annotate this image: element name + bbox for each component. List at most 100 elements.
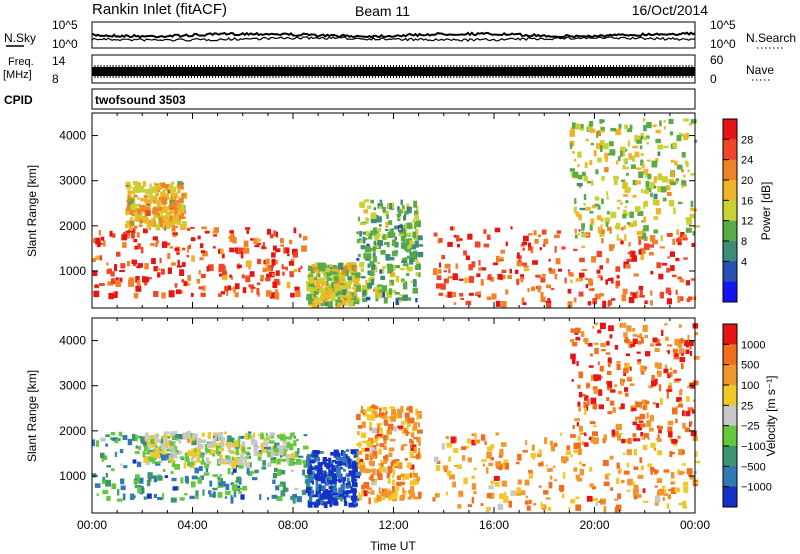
- scatter-cell: [150, 243, 155, 246]
- noise-left-label: N.Sky: [4, 31, 36, 45]
- scatter-cell: [360, 405, 363, 412]
- scatter-cell: [172, 432, 176, 440]
- scatter-cell: [590, 374, 595, 381]
- scatter-cell: [223, 431, 227, 435]
- scatter-cell: [653, 176, 658, 183]
- scatter-cell: [447, 276, 454, 279]
- scatter-cell: [471, 475, 476, 480]
- scatter-cell: [678, 448, 684, 456]
- scatter-cell: [538, 485, 542, 488]
- scatter-cell: [461, 455, 466, 461]
- scatter-cell: [257, 451, 263, 454]
- scatter-cell: [358, 466, 361, 469]
- scatter-cell: [178, 438, 182, 444]
- scatter-cell: [131, 259, 138, 265]
- scatter-cell: [606, 196, 609, 200]
- scatter-cell: [404, 244, 407, 251]
- scatter-cell: [146, 441, 151, 446]
- scatter-cell: [653, 447, 656, 451]
- scatter-cell: [694, 139, 698, 143]
- scatter-cell: [208, 461, 212, 464]
- scatter-cell: [297, 448, 300, 455]
- scatter-cell: [643, 433, 649, 438]
- scatter-cell: [306, 280, 311, 286]
- scatter-cell: [392, 469, 396, 476]
- scatter-cell: [667, 494, 672, 500]
- scatter-cell: [159, 218, 165, 223]
- scatter-cell: [474, 439, 481, 444]
- scatter-cell: [314, 466, 318, 470]
- scatter-cell: [230, 482, 234, 486]
- scatter-cell: [379, 199, 383, 203]
- scatter-cell: [319, 277, 325, 284]
- scatter-cell: [486, 234, 491, 240]
- scatter-cell: [600, 217, 604, 222]
- scatter-cell: [584, 337, 589, 345]
- scatter-cell: [669, 451, 673, 458]
- scatter-cell: [367, 282, 373, 289]
- scatter-cell: [245, 260, 252, 267]
- scatter-cell: [541, 274, 546, 277]
- scatter-cell: [516, 282, 519, 286]
- scatter-cell: [352, 461, 355, 465]
- colorbar-segment: [723, 119, 737, 140]
- scatter-cell: [160, 454, 167, 461]
- scatter-cell: [202, 285, 206, 291]
- scatter-cell: [667, 349, 670, 355]
- scatter-cell: [128, 280, 134, 287]
- scatter-cell: [256, 282, 261, 286]
- scatter-cell: [167, 252, 171, 260]
- scatter-cell: [100, 452, 105, 459]
- scatter-cell: [398, 462, 403, 469]
- scatter-cell: [177, 209, 181, 215]
- scatter-cell: [332, 268, 338, 272]
- scatter-cell: [338, 456, 345, 460]
- scatter-cell: [372, 227, 377, 234]
- scatter-cell: [102, 489, 109, 495]
- scatter-cell: [451, 291, 457, 298]
- scatter-cell: [486, 507, 490, 513]
- scatter-cell: [406, 426, 409, 430]
- scatter-cell: [589, 223, 593, 231]
- scatter-cell: [646, 420, 652, 427]
- scatter-cell: [274, 467, 278, 473]
- scatter-cell: [545, 300, 552, 303]
- scatter-cell: [218, 263, 225, 268]
- scatter-cell: [540, 501, 543, 509]
- scatter-cell: [274, 289, 279, 293]
- scatter-cell: [379, 443, 385, 448]
- scatter-cell: [143, 443, 147, 447]
- scatter-cell: [187, 245, 190, 253]
- scatter-cell: [355, 498, 360, 502]
- scatter-cell: [96, 240, 101, 248]
- scatter-cell: [592, 431, 598, 436]
- scatter-cell: [648, 385, 654, 389]
- scatter-cell: [585, 404, 589, 411]
- scatter-cell: [176, 252, 180, 255]
- scatter-cell: [519, 490, 526, 495]
- scatter-cell: [687, 296, 693, 301]
- scatter-cell: [634, 206, 641, 213]
- scatter-cell: [232, 466, 237, 473]
- scatter-cell: [270, 449, 276, 457]
- scatter-cell: [453, 302, 457, 305]
- scatter-cell: [298, 455, 304, 458]
- scatter-cell: [652, 337, 658, 343]
- scatter-cell: [171, 225, 176, 232]
- scatter-cell: [111, 437, 117, 441]
- scatter-cell: [657, 173, 662, 177]
- scatter-cell: [347, 463, 352, 469]
- scatter-cell: [524, 500, 529, 505]
- scatter-cell: [178, 197, 184, 204]
- scatter-cell: [670, 471, 675, 479]
- scatter-cell: [581, 233, 586, 237]
- scatter-cell: [374, 235, 380, 242]
- scatter-cell: [585, 138, 589, 142]
- scatter-cell: [260, 278, 264, 282]
- scatter-cell: [639, 413, 646, 420]
- scatter-cell: [672, 348, 678, 354]
- scatter-cell: [593, 388, 599, 394]
- scatter-cell: [652, 199, 658, 206]
- scatter-cell: [385, 254, 390, 259]
- scatter-cell: [677, 469, 680, 475]
